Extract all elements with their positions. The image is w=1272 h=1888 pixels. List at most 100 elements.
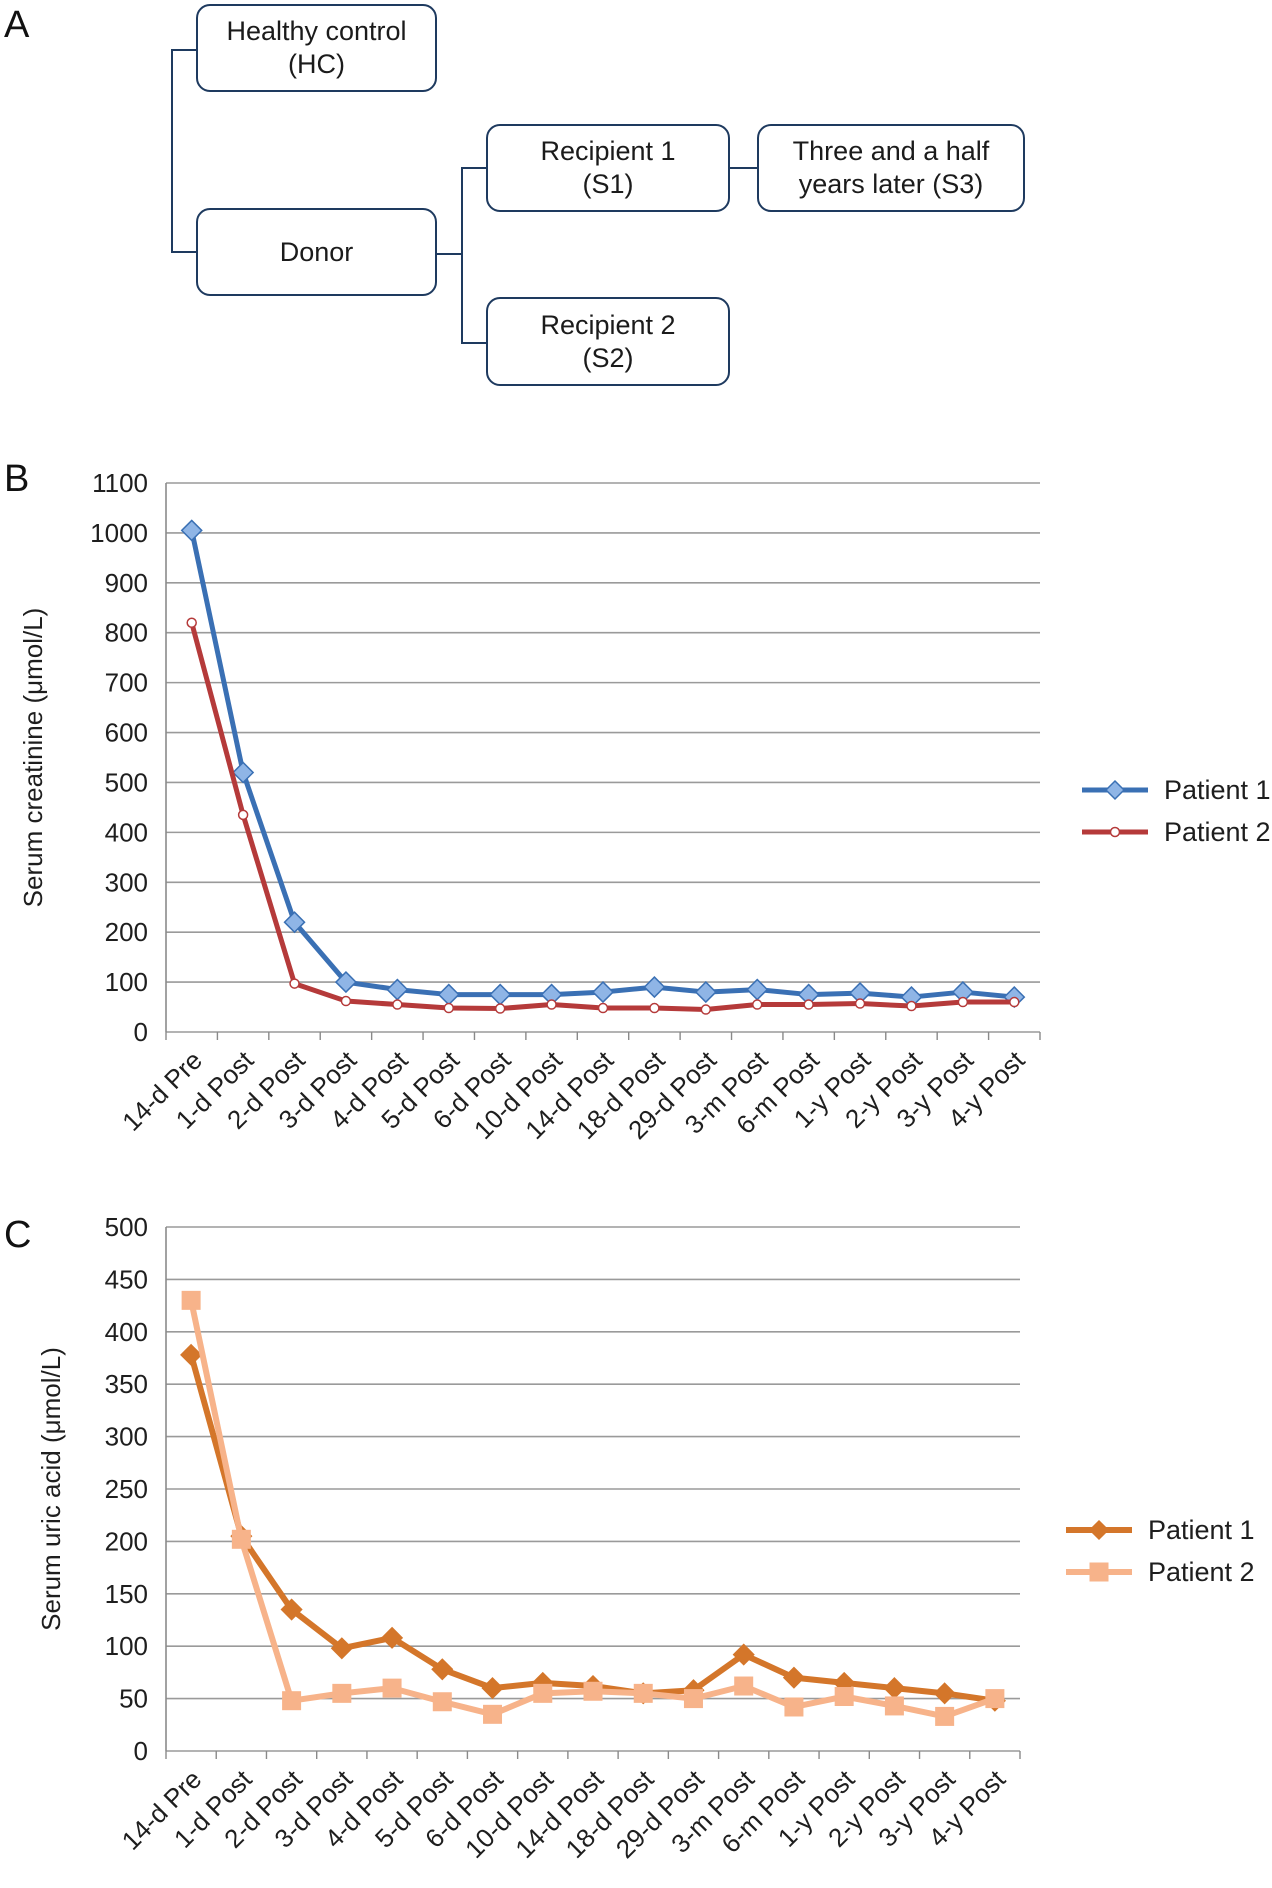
y-tick-label: 450 [105,1264,148,1294]
y-tick-label: 500 [105,1212,148,1242]
data-point [283,911,306,934]
y-axis-label: Serum creatinine (μmol/L) [18,608,48,908]
data-point [732,1643,755,1666]
data-point [533,1683,553,1703]
y-tick-label: 700 [105,668,148,698]
y-tick-label: 0 [134,1736,148,1766]
legend-marker [1089,1562,1109,1582]
series-line [189,527,1017,1000]
data-point [232,761,255,784]
series-1 [180,1343,1006,1712]
box-three-and-half-years: Three and a half years later (S3) [757,124,1025,212]
data-point [957,996,969,1008]
y-tick-label: 800 [105,618,148,648]
y-tick-label: 50 [119,1684,148,1714]
data-point [884,1696,904,1716]
data-point [392,999,403,1010]
y-tick-label: 1100 [92,468,148,498]
series-2 [181,1290,1005,1726]
data-point [380,1626,404,1649]
connector-recipients [461,167,486,344]
data-point [437,983,460,1006]
y-tick-label: 1000 [90,518,148,548]
connector-root [171,49,196,253]
data-point [481,1677,504,1700]
data-point [583,1681,603,1701]
data-point [332,1683,352,1703]
data-point [694,981,717,1004]
y-tick-label: 250 [105,1474,148,1504]
panel-label-a: A [4,4,30,46]
legend-label: Patient 1 [1148,1515,1255,1545]
panel-label-c: C [4,1214,32,1256]
y-tick-label: 100 [105,1631,148,1661]
data-point [751,999,763,1010]
y-tick-label: 900 [105,568,148,598]
data-point [933,1682,956,1705]
panel-label-b: B [4,458,30,500]
data-point [854,998,866,1009]
y-tick-label: 150 [105,1579,148,1609]
data-point [546,999,557,1010]
box-healthy-control: Healthy control (HC) [196,4,437,92]
data-point [432,1692,452,1712]
y-axis-label: Serum uric acid (μmol/L) [36,1347,66,1631]
y-tick-label: 400 [105,817,148,847]
data-point [649,1002,660,1014]
y-tick-label: 200 [105,1526,148,1556]
data-point [883,1677,906,1700]
y-tick-label: 0 [134,1017,148,1047]
data-point [282,1691,302,1711]
data-point [784,1697,804,1717]
data-point [700,1004,712,1015]
data-point [597,1002,609,1014]
y-tick-label: 300 [105,867,148,897]
data-point [231,1529,251,1549]
data-point [985,1689,1005,1709]
data-point [782,1666,806,1689]
y-tick-label: 100 [105,967,148,997]
data-point [489,983,512,1006]
data-point [443,1002,455,1014]
data-point [906,1000,917,1012]
data-point [935,1706,955,1726]
legend-label: Patient 1 [1164,775,1271,805]
legend-label: Patient 2 [1148,1557,1255,1587]
legend-marker [1109,826,1121,838]
series-line [189,620,1017,1013]
data-point [1009,996,1020,1008]
data-point [591,981,615,1004]
y-tick-label: 500 [105,767,148,797]
data-point [330,1637,353,1660]
data-point [431,1658,454,1681]
data-point [186,617,197,628]
data-point [834,1687,854,1707]
data-point [643,976,666,999]
creatinine-chart: 01002003004005006007008009001000110014-d… [18,468,1271,1145]
data-point [683,1689,703,1709]
legend-marker [1088,1519,1110,1541]
data-point [483,1704,503,1724]
series-1 [180,519,1026,1009]
data-point [803,999,814,1010]
data-point [494,1003,506,1014]
box-recipient-1: Recipient 1 (S1) [486,124,730,212]
y-tick-label: 400 [105,1317,148,1347]
y-tick-label: 300 [105,1422,148,1452]
data-point [734,1676,754,1696]
data-point [633,1683,653,1703]
data-point [340,995,352,1007]
data-point [280,1598,303,1621]
data-point [382,1678,402,1698]
legend-marker [1104,779,1126,801]
data-point [180,519,203,542]
data-point [181,1290,201,1310]
series-2 [186,617,1020,1015]
diagram-connectors [171,49,757,344]
y-tick-label: 350 [105,1369,148,1399]
series-line [188,1351,998,1704]
y-tick-label: 200 [105,917,148,947]
legend-label: Patient 2 [1164,817,1271,847]
data-point [237,809,249,821]
